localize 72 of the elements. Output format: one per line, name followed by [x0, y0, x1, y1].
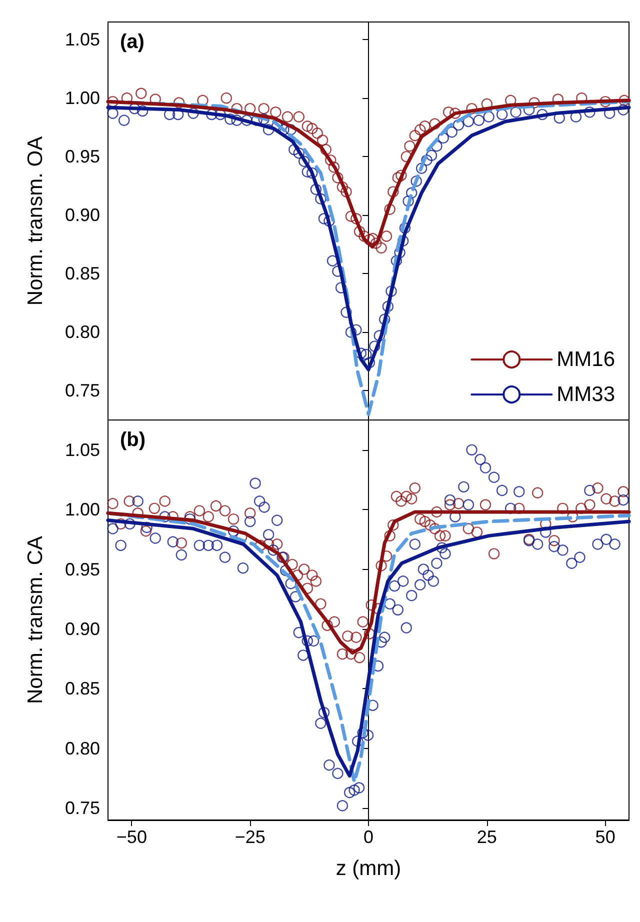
annotation: (b): [120, 429, 146, 451]
y-tick-label: 1.00: [64, 88, 100, 108]
point: [552, 94, 564, 105]
point: [466, 103, 478, 114]
point: [328, 162, 340, 173]
point: [312, 128, 323, 139]
y-tick-label: 0.85: [64, 678, 100, 699]
legend-label: MM16: [556, 348, 616, 371]
point: [396, 170, 407, 181]
point: [107, 96, 118, 108]
point: [370, 238, 382, 249]
y-tick-label: 1.05: [64, 30, 100, 50]
point: [392, 172, 404, 184]
point: [231, 103, 242, 114]
point: [244, 103, 256, 114]
point: [376, 242, 387, 254]
annotation: (a): [120, 31, 144, 53]
x-tick-label: −50: [116, 827, 147, 847]
point: [384, 204, 396, 215]
x-tick-label: 50: [595, 827, 616, 847]
point: [220, 92, 232, 104]
y-tick-label: 0.80: [64, 322, 100, 342]
y-tick-label: 1.05: [64, 440, 100, 460]
point: [325, 154, 336, 166]
x-axis-title: z (mm): [336, 857, 402, 880]
point: [136, 88, 147, 100]
legend-label: MM33: [556, 383, 616, 406]
point: [364, 234, 376, 246]
x-tick-label: −25: [234, 827, 266, 847]
y-axis-title: Norm. transm. OA: [24, 136, 47, 306]
point: [600, 96, 611, 108]
point: [414, 124, 426, 136]
point: [388, 186, 399, 198]
y-tick-label: 0.95: [64, 146, 100, 167]
y-tick-label: 0.75: [64, 798, 100, 818]
y-tick-label: 0.90: [64, 618, 100, 639]
point: [345, 210, 357, 222]
x-tick-label: 0: [363, 827, 374, 847]
point: [350, 213, 362, 224]
point: [618, 94, 630, 106]
point: [340, 186, 352, 198]
point: [404, 140, 416, 152]
point: [358, 230, 370, 242]
point: [282, 111, 294, 122]
point: [442, 106, 454, 118]
x-tick-label: 25: [476, 827, 497, 847]
point: [409, 130, 421, 142]
point: [450, 108, 461, 119]
point: [429, 118, 440, 130]
y-tick-label: 0.90: [64, 205, 100, 226]
point: [354, 226, 366, 238]
point: [336, 181, 348, 193]
point: [173, 97, 185, 108]
point: [528, 97, 540, 108]
point: [302, 120, 313, 132]
point: [258, 103, 270, 114]
y-tick-label: 0.85: [64, 264, 100, 284]
point: [270, 106, 282, 118]
point: [320, 144, 332, 156]
point: [380, 230, 392, 242]
point: [332, 172, 344, 184]
point: [419, 120, 430, 132]
point: [400, 151, 412, 162]
point: [316, 134, 328, 146]
y-axis-title: Norm. transm. CA: [24, 536, 47, 704]
point: [306, 122, 318, 134]
y-tick-label: 0.95: [64, 559, 100, 580]
y-tick-label: 1.00: [64, 500, 100, 520]
y-tick-label: 0.75: [64, 380, 100, 401]
point: [293, 111, 304, 122]
point: [367, 232, 378, 244]
y-tick-label: 0.80: [64, 738, 100, 758]
